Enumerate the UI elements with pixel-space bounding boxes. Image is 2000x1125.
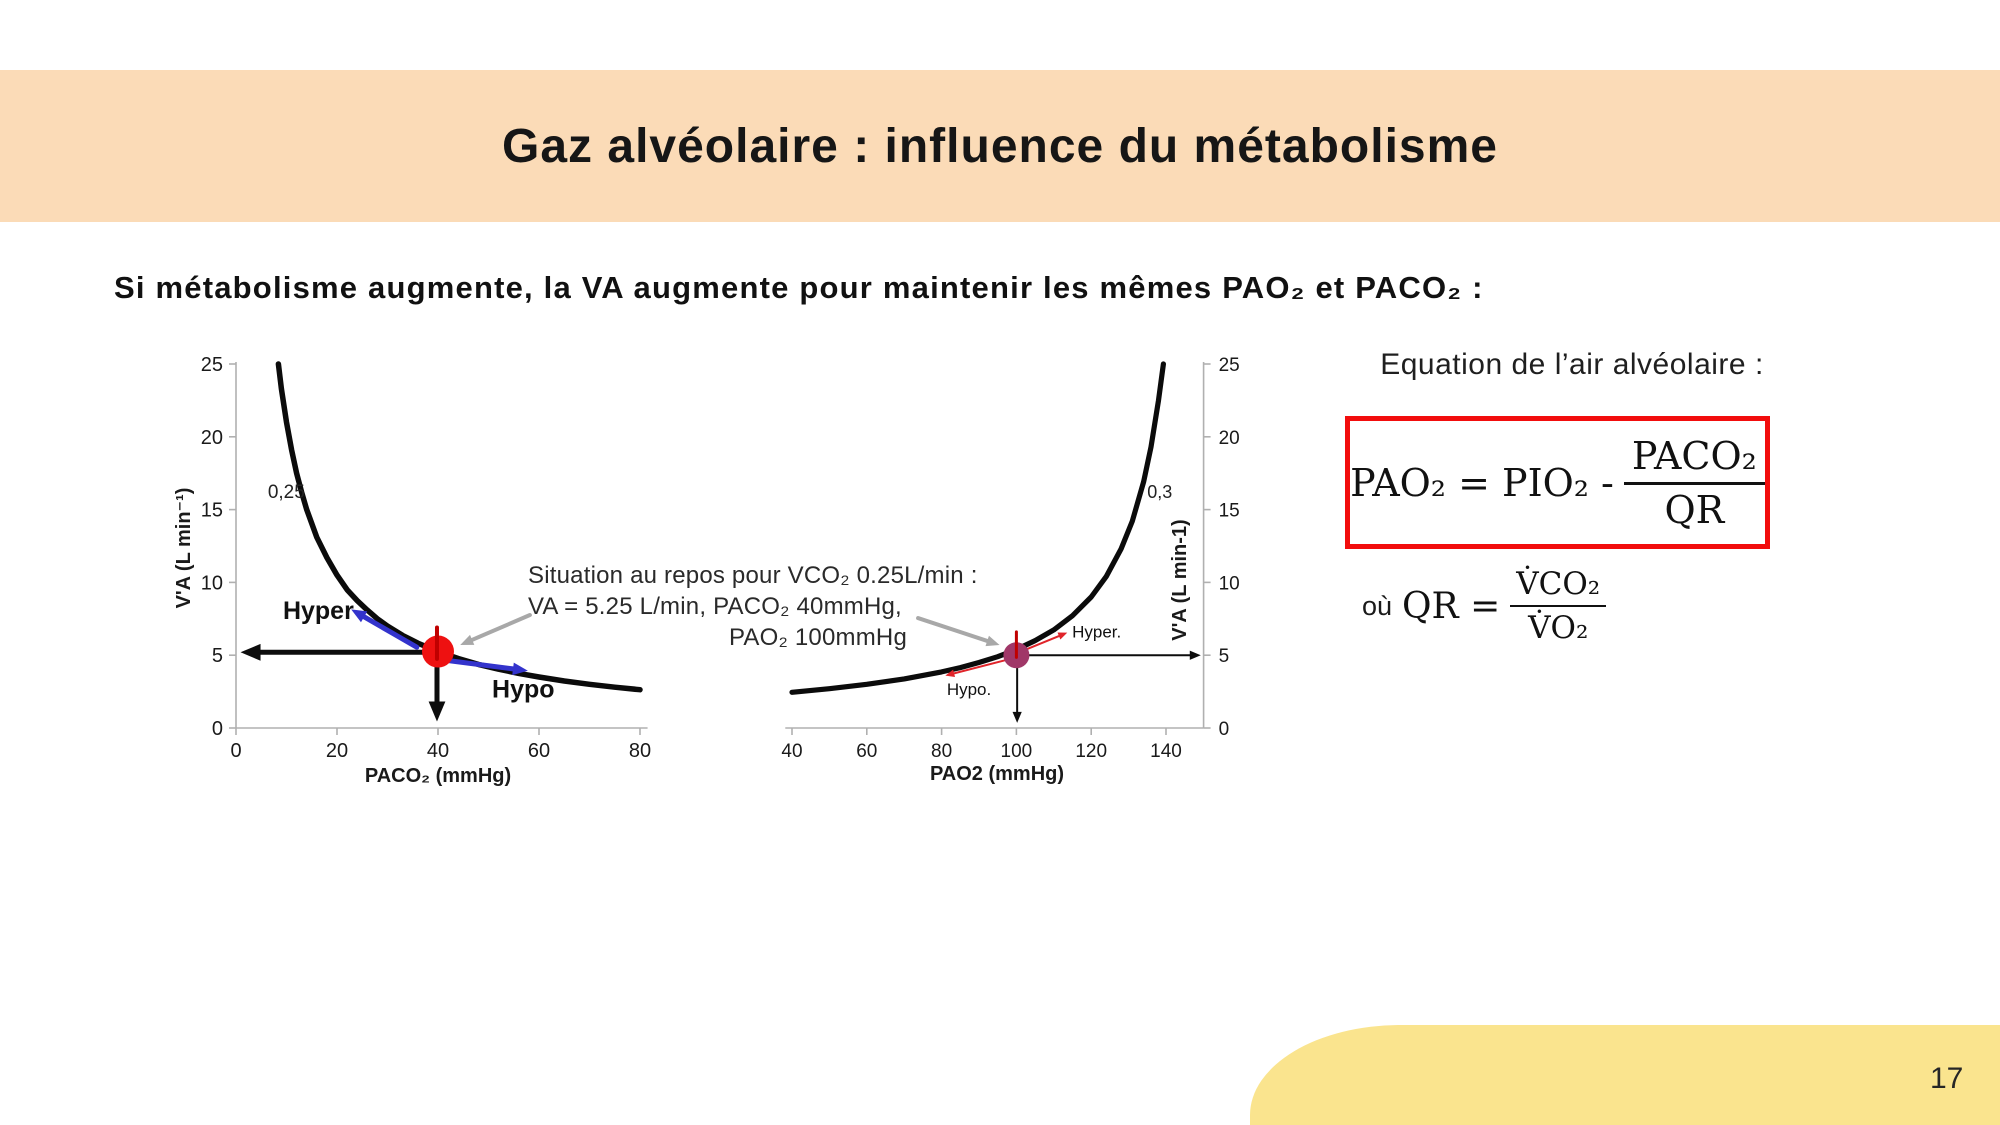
chart-arrow-head — [512, 662, 528, 676]
y-axis-title: V'A (L min-1) — [1169, 519, 1191, 640]
qr-fraction: V̇CO₂ V̇O₂ — [1510, 566, 1607, 646]
title-band: Gaz alvéolaire : influence du métabolism… — [0, 70, 2000, 222]
chart-arrow — [951, 658, 1009, 675]
footer-accent-shape — [1250, 1025, 2000, 1125]
chart-arrow — [447, 658, 518, 672]
chart-arrow-head — [945, 669, 955, 678]
x-tick-label: 80 — [629, 740, 651, 762]
chart-arrow-head — [428, 701, 446, 722]
chart-arrow — [1023, 634, 1062, 652]
y-tick-label: 10 — [201, 572, 223, 594]
annotation-line-1: Situation au repos pour VCO₂ 0.25L/min : — [528, 562, 978, 589]
x-tick-label: 40 — [427, 740, 449, 762]
y-axis-title-group: V'A (L min-1) — [1169, 519, 1191, 640]
equation-denominator: QR — [1664, 487, 1725, 532]
y-tick-label: 25 — [201, 354, 223, 376]
x-axis-title: PAO2 (mmHg) — [930, 763, 1064, 785]
y-tick-label: 15 — [201, 500, 223, 522]
chart-arrow-head — [351, 609, 368, 623]
zone-label: Hypo. — [947, 680, 991, 699]
pao2-ventilation-chart: 40 60 80 100 120 140 0 5 10 15 20 25 PAO2 (mmHg) V'A … — [781, 355, 1240, 785]
qr-prefix: où — [1362, 590, 1393, 621]
annotation-line-3: PAO₂ 100mmHg — [729, 624, 907, 651]
x-tick-label: 120 — [1075, 741, 1107, 762]
x-tick-label: 100 — [1001, 741, 1033, 762]
chart-arrow — [359, 613, 420, 650]
metabolic-curve — [275, 361, 643, 693]
zone-label: Hypo — [492, 675, 555, 703]
chart-arrow-head — [1057, 632, 1068, 640]
chart-arrow-head — [985, 635, 1000, 647]
chart-arrow-head — [240, 643, 261, 661]
slide-title: Gaz alvéolaire : influence du métabolism… — [502, 119, 1498, 173]
y-tick-label: 15 — [1219, 501, 1240, 522]
slide-subtitle: Si métabolisme augmente, la VA augmente … — [114, 270, 1484, 305]
zone-label: Hyper. — [1072, 623, 1121, 642]
rest-situation-annotation: Situation au repos pour VCO₂ 0.25L/min :… — [528, 560, 990, 653]
qr-lhs: QR = — [1402, 585, 1501, 627]
qr-definition: où QR = V̇CO₂ V̇O₂ — [1362, 566, 1607, 646]
x-axis-title: PACO₂ (mmHg) — [365, 765, 511, 787]
annotation-line-2: VA = 5.25 L/min, PACO₂ 40mmHg, — [528, 593, 902, 620]
qr-denominator: V̇O₂ — [1528, 610, 1589, 646]
curve-value-label: 0,25 — [268, 482, 305, 503]
y-tick-label: 20 — [201, 427, 223, 449]
chart-arrow — [468, 613, 532, 643]
x-tick-label: 40 — [781, 741, 802, 762]
y-tick-label: 25 — [1219, 355, 1240, 376]
x-tick-label: 140 — [1150, 741, 1182, 762]
x-tick-label: 20 — [326, 740, 348, 762]
y-axis-title: V'A (L min⁻¹) — [173, 488, 195, 609]
chart-arrow-head — [1012, 711, 1022, 723]
y-tick-label: 0 — [212, 718, 223, 740]
equation-heading: Equation de l’air alvéolaire : — [1380, 348, 1764, 381]
curve-value-label: 0,3 — [1147, 482, 1172, 502]
equation-fraction: PACO₂ QR — [1623, 434, 1765, 532]
chart-arrow-head — [460, 634, 475, 646]
chart-arrow — [916, 616, 992, 644]
x-tick-label: 80 — [931, 741, 952, 762]
alveolar-gas-equation-box: PAO₂ = PIO₂ - PACO₂ QR — [1345, 416, 1770, 549]
y-tick-label: 20 — [1219, 428, 1240, 449]
y-axis-title-group: V'A (L min⁻¹) — [173, 488, 195, 609]
metabolic-curve — [789, 361, 1166, 695]
qr-numerator: V̇CO₂ — [1510, 566, 1607, 607]
x-tick-label: 60 — [528, 740, 550, 762]
y-tick-label: 5 — [212, 645, 223, 667]
x-tick-label: 60 — [856, 741, 877, 762]
y-tick-label: 10 — [1219, 573, 1240, 594]
equation-lhs: PAO₂ = PIO₂ - — [1350, 460, 1614, 505]
chart-arrow-head — [1189, 650, 1201, 660]
page-number: 17 — [1930, 1062, 1964, 1095]
equation-numerator: PACO₂ — [1623, 434, 1765, 485]
paco2-ventilation-chart: 0 20 40 60 80 0 5 10 15 20 25 PACO₂ (mmHg) V'A (L mi… — [173, 354, 651, 787]
y-tick-label: 0 — [1219, 719, 1230, 740]
x-tick-label: 0 — [230, 740, 241, 762]
zone-label: Hyper — [283, 597, 354, 625]
y-tick-label: 5 — [1219, 646, 1230, 667]
